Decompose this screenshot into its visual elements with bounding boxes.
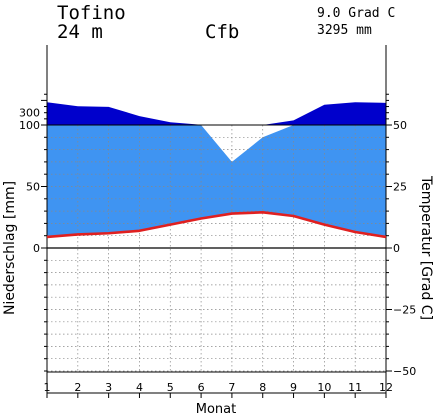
annual-precipitation: 3295 mm [317, 23, 372, 38]
x-tick-label: 5 [167, 381, 174, 394]
left-tick-label: 50 [26, 181, 40, 194]
x-tick-label: 9 [290, 381, 297, 394]
x-tick-label: 4 [136, 381, 143, 394]
x-axis-label: Monat [196, 402, 236, 416]
x-tick-label: 2 [74, 381, 81, 394]
climate-class: Cfb [205, 21, 240, 43]
y-axis-label-left: Niederschlag [mm] [2, 181, 18, 315]
x-tick-label: 12 [379, 381, 393, 394]
temperature-line [46, 211, 387, 239]
x-tick-label: 3 [105, 381, 112, 394]
x-tick-label: 11 [348, 381, 362, 394]
station-name: Tofino [57, 2, 126, 24]
x-tick-label: 7 [228, 381, 235, 394]
y-axis-label-right: Temperatur [Grad C] [418, 175, 434, 320]
humid-area [47, 125, 386, 237]
x-tick-label: 1 [44, 381, 51, 394]
mean-temperature: 9.0 Grad C [317, 6, 396, 21]
x-tick-label: 8 [259, 381, 266, 394]
left-tick-label: 100 [19, 119, 40, 132]
right-tick-label: −50 [393, 365, 416, 378]
right-tick-label: −25 [393, 304, 416, 317]
left-tick-label: 0 [33, 242, 40, 255]
left-tick-label: 300 [19, 107, 40, 120]
perhumid-area [47, 102, 386, 125]
right-tick-label: 50 [393, 119, 407, 132]
right-tick-label: 0 [393, 242, 400, 255]
station-elevation: 24 m [57, 21, 103, 43]
x-tick-label: 10 [317, 381, 331, 394]
x-tick-label: 6 [198, 381, 205, 394]
right-tick-label: 25 [393, 181, 407, 194]
